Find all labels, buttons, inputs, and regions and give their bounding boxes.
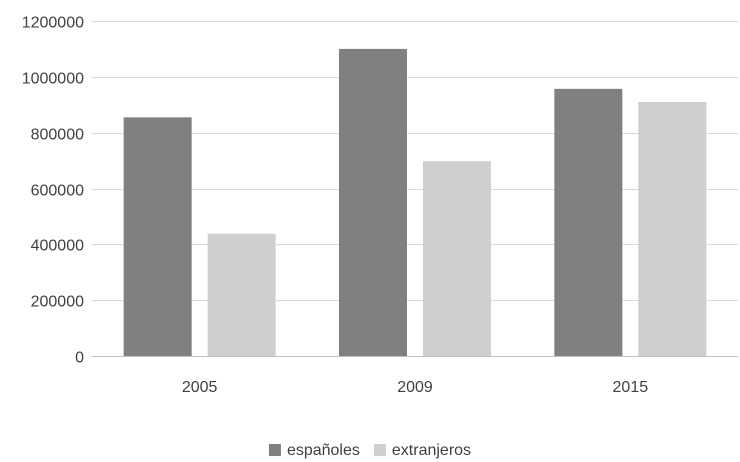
x-tick-label: 2005 (182, 379, 218, 396)
y-tick-label: 1000000 (22, 71, 84, 88)
bar-españoles-2005 (123, 117, 192, 356)
y-tick-label: 600000 (31, 183, 84, 200)
legend: españoles extranjeros (268, 442, 471, 459)
gridlines (92, 21, 738, 301)
y-tick-label: 400000 (31, 238, 84, 255)
x-tick-label: 2009 (397, 379, 433, 396)
y-axis-tick-labels: 0 200000 400000 600000 800000 1000000 1200000 (22, 15, 84, 367)
legend-swatch-extranjeros (373, 444, 386, 456)
x-axis: 2005 2009 2015 (92, 356, 738, 396)
y-tick-label: 200000 (31, 294, 84, 311)
legend-swatch-españoles (268, 444, 281, 456)
bar-españoles-2009 (339, 48, 407, 357)
legend-label: extranjeros (392, 442, 471, 459)
y-tick-label: 1200000 (22, 15, 84, 32)
bar-españoles-2015 (554, 88, 623, 357)
x-tick-label: 2015 (613, 379, 649, 396)
bar-extranjeros-2005 (207, 233, 276, 356)
bar-extranjeros-2009 (423, 161, 491, 356)
y-tick-label: 800000 (31, 127, 84, 144)
legend-label: españoles (287, 442, 360, 459)
bars (123, 48, 707, 357)
bar-extranjeros-2015 (638, 101, 707, 356)
y-tick-label: 0 (75, 350, 84, 367)
